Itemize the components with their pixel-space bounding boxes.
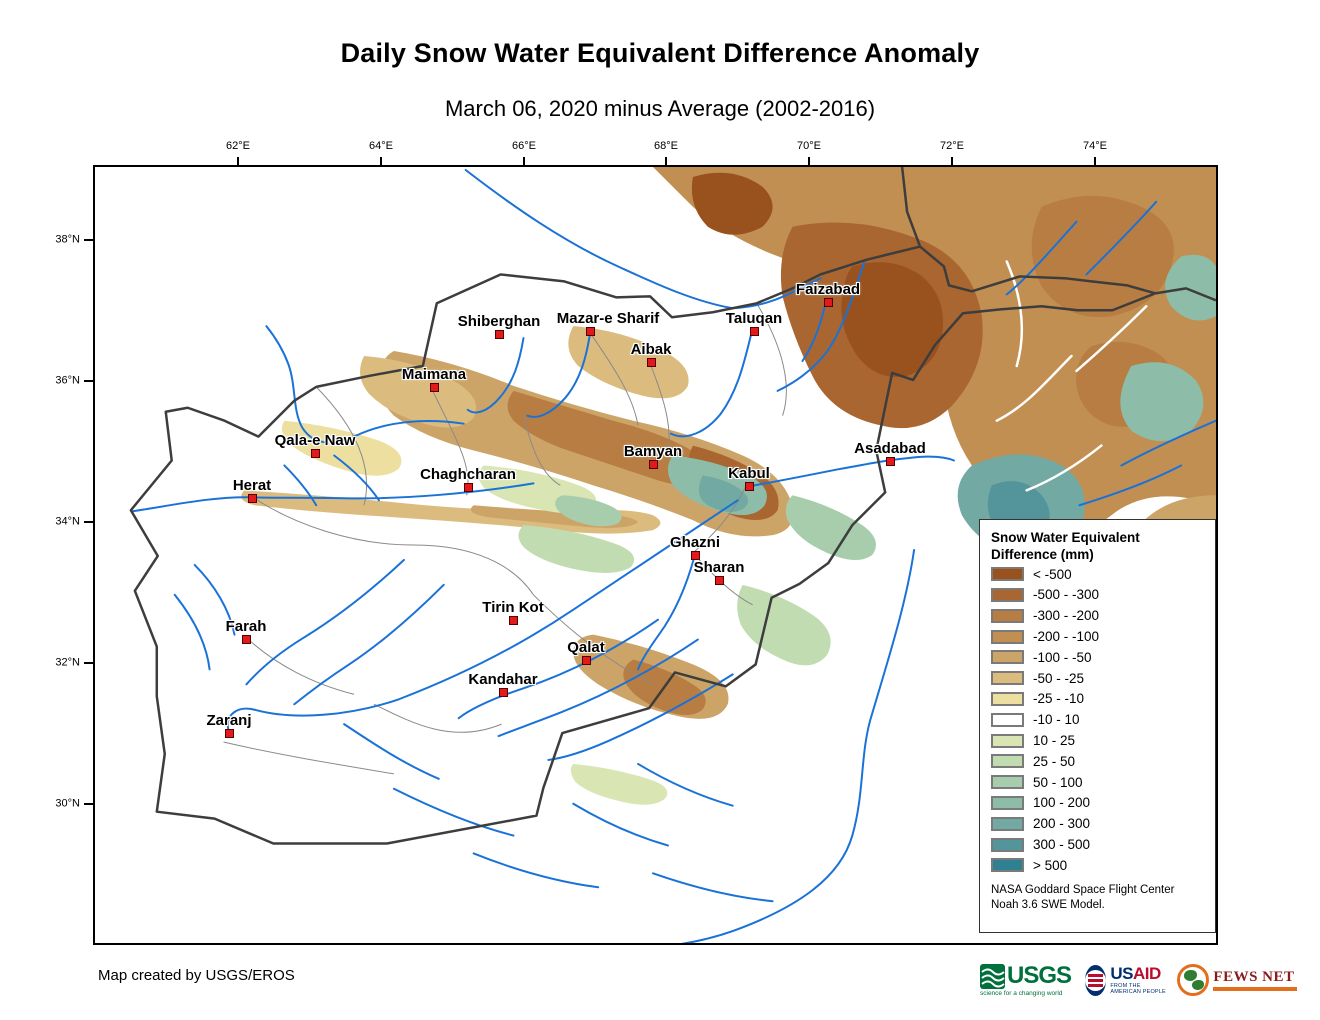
city-dot	[750, 327, 759, 336]
usgs-wave-icon	[980, 963, 1005, 989]
lat-tick-label: 34°N	[55, 515, 80, 528]
legend-row: 25 - 50	[991, 751, 1215, 772]
city-dot	[647, 358, 656, 367]
city-dot	[430, 383, 439, 392]
lon-tick-label: 64°E	[369, 140, 393, 152]
lon-tick-label: 62°E	[226, 140, 250, 152]
legend-swatch	[991, 733, 1024, 748]
legend-row: 100 - 200	[991, 793, 1215, 814]
legend-row: -300 - -200	[991, 605, 1215, 626]
city-dot	[691, 551, 700, 560]
legend-swatch	[991, 712, 1024, 727]
lat-tick	[84, 803, 93, 805]
city-dot	[311, 449, 320, 458]
afghanistan-map-graphic	[129, 167, 1216, 943]
legend-row: -50 - -25	[991, 668, 1215, 689]
legend: Snow Water Equivalent Difference (mm) < …	[979, 519, 1216, 933]
legend-row: -500 - -300	[991, 585, 1215, 606]
rivers	[131, 168, 1216, 943]
country-border	[129, 167, 1216, 845]
legend-swatch	[991, 858, 1024, 873]
legend-swatch	[991, 691, 1024, 706]
lon-tick	[951, 157, 953, 166]
lon-tick	[665, 157, 667, 166]
lat-tick-label: 32°N	[55, 656, 80, 669]
legend-swatch	[991, 587, 1024, 602]
city-dot	[582, 656, 591, 665]
legend-row: 300 - 500	[991, 834, 1215, 855]
lat-tick	[84, 239, 93, 241]
lon-tick-label: 74°E	[1083, 140, 1107, 152]
logo-strip: USGS science for a changing world NASA U…	[980, 956, 1298, 1004]
map-credit: Map created by USGS/EROS	[98, 967, 295, 984]
lon-tick	[237, 157, 239, 166]
legend-swatch	[991, 795, 1024, 810]
city-dot	[225, 729, 234, 738]
legend-title: Snow Water Equivalent Difference (mm)	[991, 530, 1140, 562]
lat-tick	[84, 662, 93, 664]
legend-source-note: NASA Goddard Space Flight Center Noah 3.…	[991, 883, 1175, 911]
usaid-logo: USAID FROM THE AMERICAN PEOPLE	[1085, 964, 1170, 996]
lat-tick-label: 36°N	[55, 374, 80, 387]
city-dot	[242, 635, 251, 644]
legend-row: < -500	[991, 564, 1215, 585]
city-dot	[824, 298, 833, 307]
page-subtitle: March 06, 2020 minus Average (2002-2016)	[444, 96, 876, 121]
fews-net-banner	[1213, 986, 1298, 991]
legend-swatch	[991, 650, 1024, 665]
lon-tick	[523, 157, 525, 166]
legend-row: -100 - -50	[991, 647, 1215, 668]
fews-globe-icon	[1177, 964, 1210, 996]
legend-row: -10 - 10	[991, 709, 1215, 730]
city-dot	[715, 576, 724, 585]
legend-row: -25 - -10	[991, 689, 1215, 710]
map-frame: 62°E 64°E 66°E 68°E 70°E 72°E 74°E 38°N …	[55, 140, 1218, 945]
lat-tick	[84, 521, 93, 523]
legend-row: 50 - 100	[991, 772, 1215, 793]
legend-row: -200 - -100	[991, 626, 1215, 647]
lon-tick-label: 68°E	[654, 140, 678, 152]
city-dot	[586, 327, 595, 336]
legend-swatch	[991, 837, 1024, 852]
legend-swatch	[991, 567, 1024, 582]
city-dot	[649, 460, 658, 469]
usaid-seal-icon	[1085, 964, 1107, 996]
legend-row: 10 - 25	[991, 730, 1215, 751]
city-dot	[886, 457, 895, 466]
lon-tick-label: 70°E	[797, 140, 821, 152]
legend-swatch	[991, 775, 1024, 790]
lon-tick-label: 72°E	[940, 140, 964, 152]
lat-tick-label: 30°N	[55, 797, 80, 810]
city-dot	[509, 616, 518, 625]
lon-tick-label: 66°E	[512, 140, 536, 152]
city-dot	[464, 483, 473, 492]
lat-tick	[84, 380, 93, 382]
lon-tick	[808, 157, 810, 166]
valley-lines	[995, 260, 1148, 492]
usgs-logo: USGS science for a changing world	[980, 962, 1072, 997]
city-dot	[745, 482, 754, 491]
lat-tick-label: 38°N	[55, 233, 80, 246]
legend-row: > 500	[991, 855, 1215, 876]
city-dot	[499, 688, 508, 697]
legend-swatch	[991, 671, 1024, 686]
city-dot	[248, 494, 257, 503]
legend-row: 200 - 300	[991, 813, 1215, 834]
legend-swatch	[991, 816, 1024, 831]
lon-tick	[1094, 157, 1096, 166]
legend-swatch	[991, 754, 1024, 769]
city-dot	[495, 330, 504, 339]
legend-swatch	[991, 629, 1024, 644]
fews-net-logo: FEWS NET	[1177, 964, 1298, 996]
legend-swatch	[991, 608, 1024, 623]
lon-tick	[380, 157, 382, 166]
page-title: Daily Snow Water Equivalent Difference A…	[340, 38, 980, 68]
